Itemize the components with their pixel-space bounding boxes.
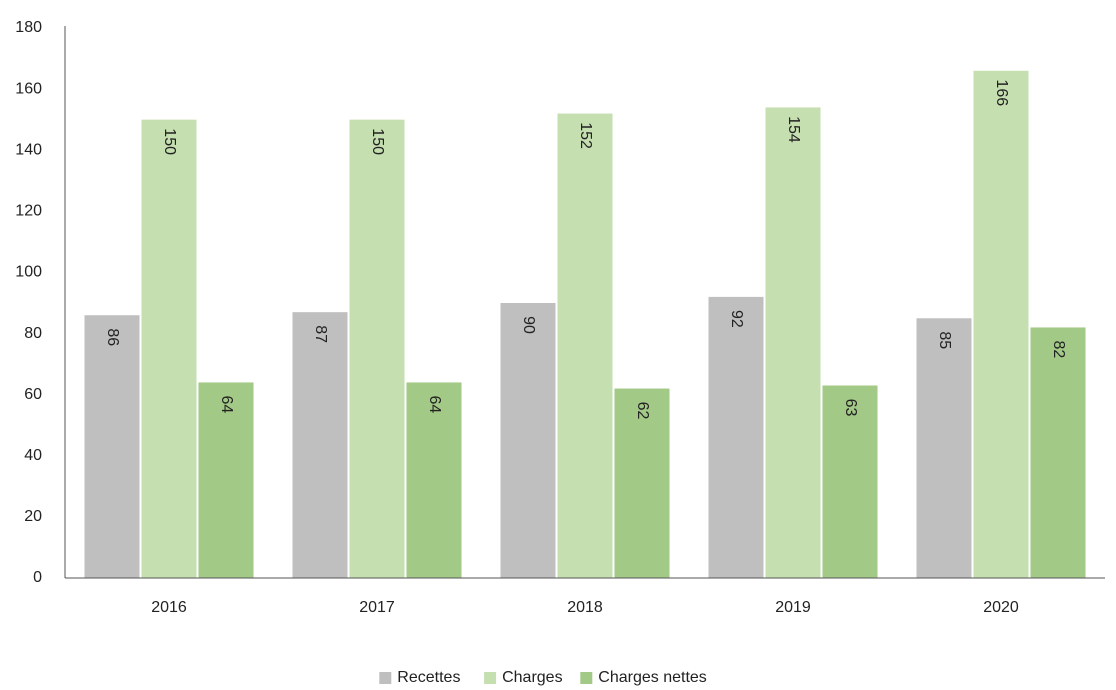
bar [916,318,972,578]
bar [765,107,821,578]
bar [84,315,140,578]
bar [1030,327,1086,578]
bar [973,70,1029,579]
y-tick-label: 120 [15,203,42,220]
legend-swatch [379,672,392,684]
y-tick-label: 20 [24,508,42,525]
y-tick-label: 40 [24,447,42,464]
data-label: 87 [312,325,329,343]
bar [349,119,405,579]
data-label: 150 [369,128,386,155]
legend-label: Charges [502,669,562,686]
bar [198,382,254,578]
data-label: 90 [520,316,537,334]
data-label: 150 [161,128,178,155]
bar [141,119,197,579]
y-tick-label: 160 [15,80,42,97]
y-tick-label: 140 [15,141,42,158]
y-tick-label: 180 [15,19,42,36]
data-label: 85 [936,331,953,349]
bar [822,385,878,578]
y-tick-label: 100 [15,264,42,281]
bar [406,382,462,578]
data-label: 166 [993,79,1010,106]
data-label: 64 [426,396,443,414]
bar [557,113,613,579]
bar [614,388,670,578]
data-label: 92 [728,310,745,328]
y-tick-label: 0 [33,569,42,586]
x-tick-label: 2020 [983,599,1019,616]
x-tick-label: 2018 [567,599,603,616]
legend-swatch [484,672,497,684]
x-tick-label: 2016 [151,599,187,616]
data-label: 63 [842,399,859,417]
bar [708,296,764,578]
data-label: 152 [577,122,594,149]
bar [500,303,556,578]
data-label: 154 [785,116,802,143]
legend-label: Recettes [397,669,460,686]
data-label: 62 [634,402,651,420]
data-label: 64 [218,396,235,414]
x-tick-label: 2017 [359,599,395,616]
data-label: 82 [1050,341,1067,359]
legend-swatch [580,672,593,684]
legend-label: Charges nettes [598,669,707,686]
data-label: 86 [104,328,121,346]
bar [292,312,348,578]
x-tick-label: 2019 [775,599,811,616]
y-tick-label: 60 [24,386,42,403]
y-tick-label: 80 [24,325,42,342]
